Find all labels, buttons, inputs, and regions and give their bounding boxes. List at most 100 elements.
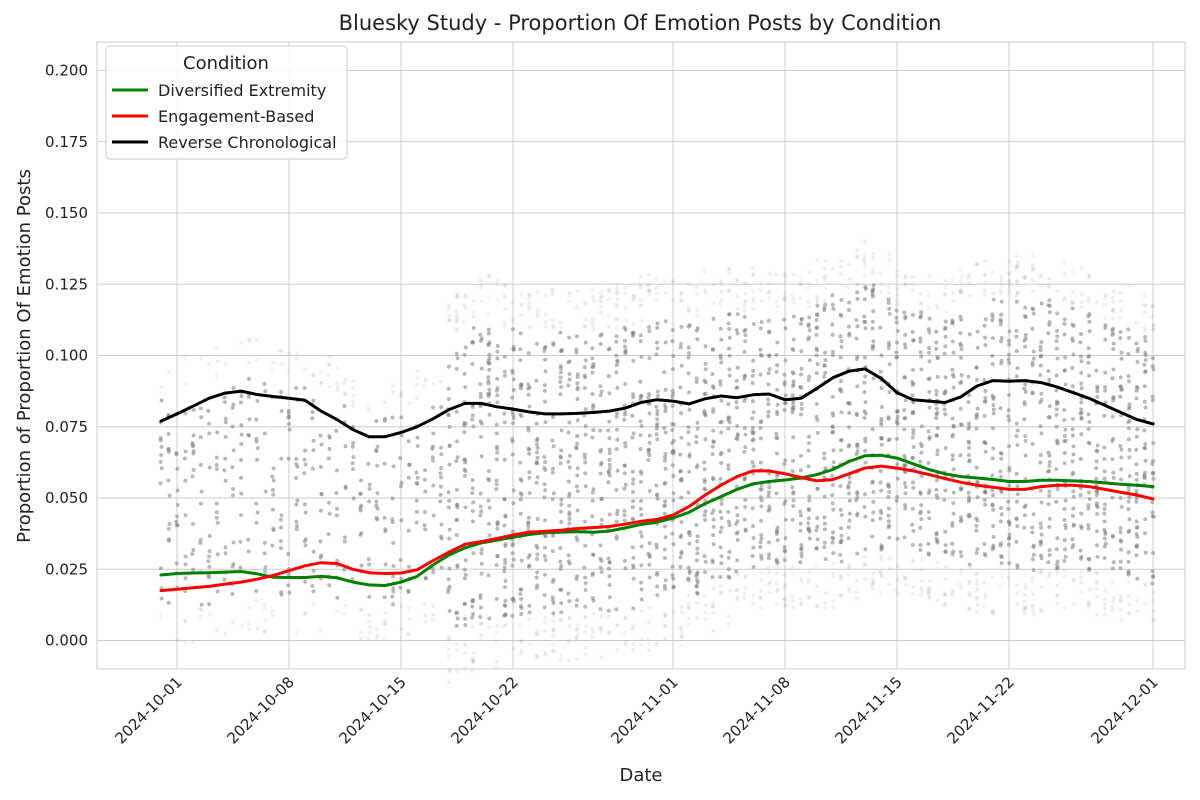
scatter-point <box>622 518 627 523</box>
scatter-point <box>1094 449 1099 454</box>
scatter-point <box>1102 502 1107 507</box>
scatter-point <box>390 520 395 525</box>
scatter-point <box>806 595 811 600</box>
scatter-point <box>711 586 716 591</box>
scatter-point <box>1150 599 1155 604</box>
scatter-point <box>318 539 323 544</box>
scatter-point <box>855 248 860 253</box>
scatter-point <box>711 604 716 609</box>
scatter-point <box>647 440 652 445</box>
scatter-point <box>519 587 524 592</box>
scatter-point <box>1022 400 1027 405</box>
scatter-point <box>1103 337 1108 342</box>
scatter-point <box>799 401 804 406</box>
scatter-point <box>310 410 315 415</box>
scatter-point <box>631 321 636 326</box>
scatter-point <box>526 617 531 622</box>
scatter-point <box>551 444 556 449</box>
scatter-point <box>174 523 179 528</box>
scatter-point <box>863 448 868 453</box>
scatter-point <box>1094 594 1099 599</box>
scatter-point <box>623 444 628 449</box>
scatter-point <box>463 643 468 648</box>
scatter-point <box>1014 374 1019 379</box>
scatter-point <box>230 592 235 597</box>
scatter-point <box>279 390 284 395</box>
scatter-point <box>1086 360 1091 365</box>
scatter-point <box>975 571 980 576</box>
scatter-point <box>719 561 724 566</box>
scatter-point <box>870 518 875 523</box>
scatter-point <box>214 501 219 506</box>
scatter-point <box>934 536 939 541</box>
scatter-point <box>1134 396 1139 401</box>
scatter-point <box>822 494 827 499</box>
scatter-point <box>454 517 459 522</box>
scatter-point <box>711 439 716 444</box>
scatter-point <box>1151 609 1156 614</box>
scatter-point <box>446 654 451 659</box>
scatter-point <box>782 272 787 277</box>
scatter-point <box>1063 427 1068 432</box>
scatter-point <box>527 470 532 475</box>
scatter-point <box>727 266 732 271</box>
scatter-point <box>1022 513 1027 518</box>
scatter-point <box>494 457 499 462</box>
scatter-point <box>790 571 795 576</box>
scatter-point <box>559 502 564 507</box>
scatter-point <box>454 623 459 628</box>
scatter-point <box>791 605 796 610</box>
scatter-point <box>711 407 716 412</box>
scatter-point <box>1038 424 1043 429</box>
scatter-point <box>318 508 323 513</box>
scatter-point <box>1119 455 1124 460</box>
scatter-point <box>710 476 715 481</box>
scatter-point <box>815 486 820 491</box>
scatter-point <box>335 365 340 370</box>
scatter-point <box>686 530 691 535</box>
scatter-point <box>214 455 219 460</box>
scatter-point <box>487 412 492 417</box>
scatter-point <box>799 406 804 411</box>
scatter-point <box>879 572 884 577</box>
scatter-point <box>582 519 587 524</box>
scatter-point <box>1134 499 1139 504</box>
scatter-point <box>271 466 276 471</box>
scatter-point <box>590 392 595 397</box>
scatter-point <box>903 577 908 582</box>
scatter-point <box>590 498 595 503</box>
scatter-point <box>431 483 436 488</box>
scatter-point <box>631 294 636 299</box>
scatter-point <box>1007 271 1012 276</box>
scatter-point <box>431 513 436 518</box>
scatter-point <box>655 437 660 442</box>
scatter-point <box>854 318 859 323</box>
scatter-point <box>454 533 459 538</box>
scatter-point <box>1007 522 1012 527</box>
scatter-point <box>918 547 923 552</box>
scatter-point <box>902 427 907 432</box>
scatter-point <box>750 426 755 431</box>
scatter-point <box>631 477 636 482</box>
scatter-point <box>798 296 803 301</box>
scatter-point <box>1015 524 1020 529</box>
scatter-point <box>703 610 708 615</box>
scatter-point <box>614 519 619 524</box>
scatter-point <box>423 576 428 581</box>
scatter-point <box>638 469 643 474</box>
scatter-point <box>295 351 300 356</box>
scatter-point <box>839 297 844 302</box>
scatter-point <box>543 369 548 374</box>
scatter-point <box>686 309 691 314</box>
scatter-point <box>278 517 283 522</box>
scatter-point <box>855 296 860 301</box>
scatter-point <box>343 486 348 491</box>
scatter-point <box>1079 381 1084 386</box>
scatter-point <box>470 615 475 620</box>
scatter-point <box>727 588 732 593</box>
scatter-point <box>686 442 691 447</box>
scatter-point <box>1118 530 1123 535</box>
scatter-point <box>742 595 747 600</box>
scatter-point <box>622 325 627 330</box>
scatter-point <box>743 497 748 502</box>
